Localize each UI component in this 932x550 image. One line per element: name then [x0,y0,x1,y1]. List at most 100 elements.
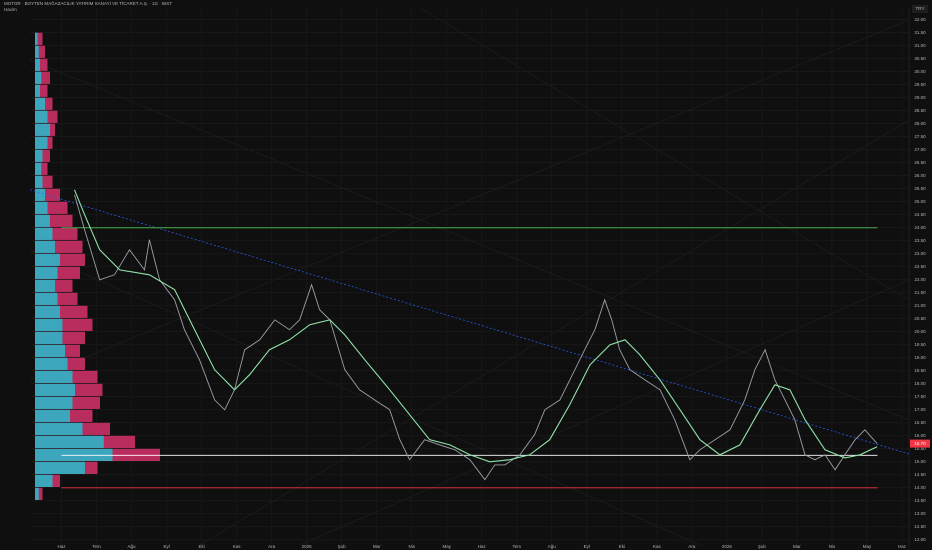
x-tick-label: Şub [338,544,347,549]
y-tick-label: 26.00 [914,173,926,178]
y-tick-label: 23.50 [914,238,926,243]
profile-up [35,201,48,214]
y-tick-label: 31.00 [914,43,926,48]
y-tick-label: 27.00 [914,147,926,152]
y-tick-label: 28.00 [914,121,926,126]
fan-line [29,19,910,381]
y-tick-label: 21.50 [914,290,926,295]
profile-up [35,227,53,240]
x-tick-label: Eyl [163,544,169,549]
x-tick-label: 2025 [302,544,313,549]
chart-subtitle: Hacim [4,7,17,12]
profile-up [35,461,85,474]
profile-up [35,383,75,396]
x-tick-label: Eki [619,544,625,549]
y-tick-label: 20.00 [914,329,926,334]
y-tick-label: 15.00 [914,459,926,464]
profile-up [35,110,48,123]
profile-up [35,240,55,253]
profile-up [35,149,43,162]
y-tick-label: 30.50 [914,56,926,61]
y-tick-label: 14.00 [914,485,926,490]
profile-up [35,214,50,227]
y-tick-label: 21.00 [914,303,926,308]
y-tick-label: 12.50 [914,524,926,529]
x-tick-label: Ara [688,544,696,549]
x-tick-label: Kas [653,544,662,549]
profile-up [35,422,83,435]
fan-line [29,249,701,546]
profile-up [35,162,42,175]
profile-up [35,32,38,45]
profile-total [35,32,43,45]
profile-total [35,45,45,58]
y-tick-label: 22.50 [914,264,926,269]
profile-up [35,331,63,344]
chart-title: MOTOR · BOYTEN MAĞAZACILIK YATIRIM SANAY… [4,0,172,6]
y-tick-label: 27.50 [914,134,926,139]
x-tick-label: 2026 [722,544,733,549]
y-tick-label: 14.50 [914,472,926,477]
y-tick-label: 13.00 [914,511,926,516]
y-tick-label: 25.50 [914,186,926,191]
y-tick-label: 17.00 [914,407,926,412]
profile-up [35,318,63,331]
profile-up [35,45,39,58]
profile-up [35,97,45,110]
profile-up [35,266,58,279]
fan-line [29,59,910,421]
trend-line [29,189,910,455]
x-tick-label: Tem [92,544,101,549]
y-tick-label: 29.00 [914,95,926,100]
profile-up [35,474,53,487]
x-tick-label: Eyl [584,544,590,549]
y-tick-label: 24.00 [914,225,926,230]
series-line [74,194,878,481]
profile-up [35,253,60,266]
x-tick-label: Nis [408,544,415,549]
x-tick-label: Ağu [548,544,557,549]
x-tick-label: Haz [898,544,907,549]
y-tick-label: 22.00 [914,277,926,282]
y-tick-label: 29.50 [914,82,926,87]
y-tick-label: 17.50 [914,394,926,399]
y-tick-label: 20.50 [914,316,926,321]
x-tick-label: Mar [373,544,381,549]
last-price-label: 15.70 [914,441,926,446]
y-tick-label: 13.50 [914,498,926,503]
y-tick-label: 19.50 [914,342,926,347]
x-tick-label: Mar [793,544,801,549]
profile-up [35,487,39,500]
y-tick-label: 26.50 [914,160,926,165]
y-tick-label: 24.50 [914,212,926,217]
x-tick-label: Eki [198,544,204,549]
series-line [73,189,878,463]
profile-up [35,136,48,149]
y-tick-label: 15.50 [914,446,926,451]
profile-up [35,84,40,97]
currency-badge [912,5,928,13]
y-tick-label: 30.00 [914,69,926,74]
y-tick-label: 16.00 [914,433,926,438]
currency: TRY [916,6,925,11]
x-tick-label: Nis [829,544,836,549]
y-tick-label: 23.00 [914,251,926,256]
profile-up [35,357,68,370]
y-tick-label: 12.00 [914,537,926,542]
fan-line [199,119,910,546]
profile-up [35,370,73,383]
x-tick-label: Tem [513,544,522,549]
last-price-badge [910,439,930,448]
profile-up [35,435,104,448]
profile-up [35,344,65,357]
profile-up [35,409,70,422]
x-tick-label: Ara [268,544,276,549]
profile-up [35,123,50,136]
y-tick-label: 19.00 [914,355,926,360]
profile-up [35,396,73,409]
fan-line [419,7,910,301]
profile-up [35,279,55,292]
y-tick-label: 18.00 [914,381,926,386]
